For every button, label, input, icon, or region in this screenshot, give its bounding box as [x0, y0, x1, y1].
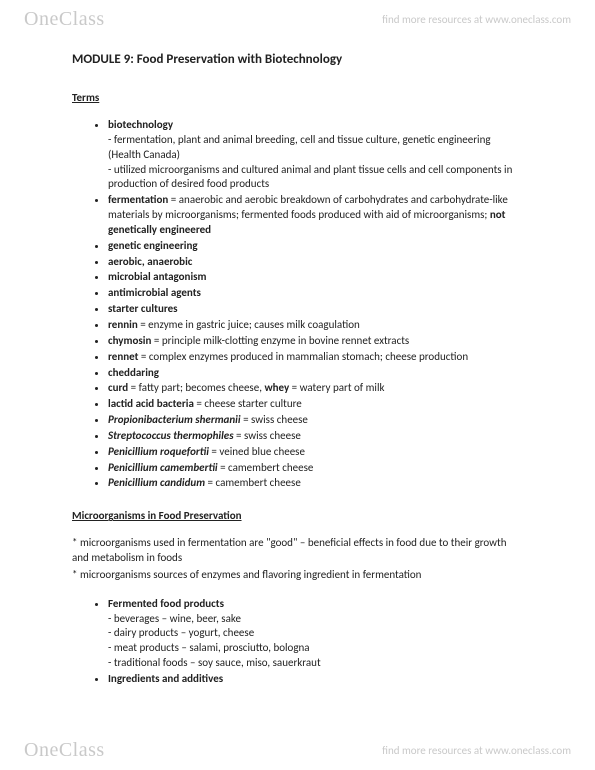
logo-one: One [24, 739, 59, 761]
module-title: MODULE 9: Food Preservation with Biotech… [72, 52, 523, 67]
term-text: = enzyme in gastric juice; causes milk c… [138, 318, 360, 331]
term-camembertii: Penicillium camembertii = camembert chee… [108, 461, 523, 476]
term-label: Propionibacterium shermanii [108, 413, 241, 426]
term-label: whey [264, 381, 289, 394]
term-antimicrobial: antimicrobial agents [108, 286, 523, 301]
term-label: rennet [108, 350, 138, 363]
paragraphs: * microorganisms used in fermentation ar… [72, 536, 523, 583]
term-text: = complex enzymes produced in mammalian … [138, 350, 468, 363]
term-text: = anaerobic and aerobic breakdown of car… [108, 193, 508, 221]
logo-one: One [24, 8, 59, 30]
term-label: genetic engineering [108, 239, 198, 252]
products-list: Fermented food products - beverages – wi… [72, 597, 523, 687]
term-label: biotechnology [108, 118, 173, 131]
para-1: * microorganisms used in fermentation ar… [72, 536, 523, 566]
term-starter-cultures: starter cultures [108, 302, 523, 317]
product-sub: - traditional foods – soy sauce, miso, s… [108, 656, 523, 671]
logo-class: Class [59, 739, 105, 761]
product-sub: - meat products – salami, prosciutto, bo… [108, 641, 523, 656]
term-text: = veined blue cheese [209, 445, 305, 458]
term-streptococcus: Streptococcus thermophiles = swiss chees… [108, 429, 523, 444]
term-cheddaring: cheddaring [108, 366, 523, 381]
term-label: chymosin [108, 334, 151, 347]
logo-bottom: OneClass [24, 739, 105, 762]
term-microbial-antagonism: microbial antagonism [108, 270, 523, 285]
term-curd-whey: curd = fatty part; becomes cheese, whey … [108, 381, 523, 396]
term-label: Penicillium roquefortii [108, 445, 209, 458]
term-text: = swiss cheese [234, 429, 301, 442]
term-propionibacterium: Propionibacterium shermanii = swiss chee… [108, 413, 523, 428]
terms-heading: Terms [72, 91, 523, 104]
term-sub: - fermentation, plant and animal breedin… [108, 133, 523, 163]
term-text: = camembert cheese [218, 461, 314, 474]
term-label: fermentation [108, 193, 168, 206]
term-text: = camembert cheese [205, 476, 301, 489]
term-label: rennin [108, 318, 138, 331]
term-genetic-engineering: genetic engineering [108, 239, 523, 254]
term-label: Streptococcus thermophiles [108, 429, 234, 442]
term-label: Penicillium candidum [108, 476, 205, 489]
term-roquefortii: Penicillium roquefortii = veined blue ch… [108, 445, 523, 460]
term-label: starter cultures [108, 302, 178, 315]
microorganisms-heading: Microorganisms in Food Preservation [72, 509, 523, 522]
term-text: = swiss cheese [241, 413, 308, 426]
term-label: lactid acid bacteria [108, 397, 194, 410]
ingredients-additives: Ingredients and additives [108, 672, 523, 687]
page-content: MODULE 9: Food Preservation with Biotech… [0, 0, 595, 740]
product-sub: - beverages – wine, beer, sake [108, 612, 523, 627]
term-label: microbial antagonism [108, 270, 207, 283]
para-2: * microorganisms sources of enzymes and … [72, 568, 523, 583]
watermark-header: OneClass find more resources at www.onec… [0, 0, 595, 39]
fermented-products: Fermented food products - beverages – wi… [108, 597, 523, 671]
term-biotechnology: biotechnology - fermentation, plant and … [108, 118, 523, 192]
term-label: Penicillium camembertii [108, 461, 218, 474]
term-label: antimicrobial agents [108, 286, 201, 299]
term-fermentation: fermentation = anaerobic and aerobic bre… [108, 193, 523, 238]
product-sub: - dairy products – yogurt, cheese [108, 626, 523, 641]
term-text: = cheese starter culture [194, 397, 302, 410]
term-label: Ingredients and additives [108, 672, 223, 685]
products-heading: Fermented food products [108, 597, 224, 610]
term-text: = fatty part; becomes cheese, [128, 381, 264, 394]
term-rennin: rennin = enzyme in gastric juice; causes… [108, 318, 523, 333]
term-candidum: Penicillium candidum = camembert cheese [108, 476, 523, 491]
term-lactic-acid: lactid acid bacteria = cheese starter cu… [108, 397, 523, 412]
term-text: = watery part of milk [289, 381, 384, 394]
watermark-url-bottom: find more resources at www.oneclass.com [382, 744, 571, 757]
term-sub: - utilized microorganisms and cultured a… [108, 163, 523, 193]
logo-top: OneClass [24, 8, 105, 31]
logo-class: Class [59, 8, 105, 30]
term-text: = principle milk-clotting enzyme in bovi… [151, 334, 409, 347]
term-label: cheddaring [108, 366, 159, 379]
term-rennet: rennet = complex enzymes produced in mam… [108, 350, 523, 365]
term-chymosin: chymosin = principle milk-clotting enzym… [108, 334, 523, 349]
term-label: curd [108, 381, 128, 394]
watermark-footer: OneClass find more resources at www.onec… [0, 731, 595, 770]
watermark-url-top: find more resources at www.oneclass.com [382, 13, 571, 26]
terms-list: biotechnology - fermentation, plant and … [72, 118, 523, 491]
term-label: aerobic, anaerobic [108, 255, 192, 268]
term-aerobic: aerobic, anaerobic [108, 255, 523, 270]
